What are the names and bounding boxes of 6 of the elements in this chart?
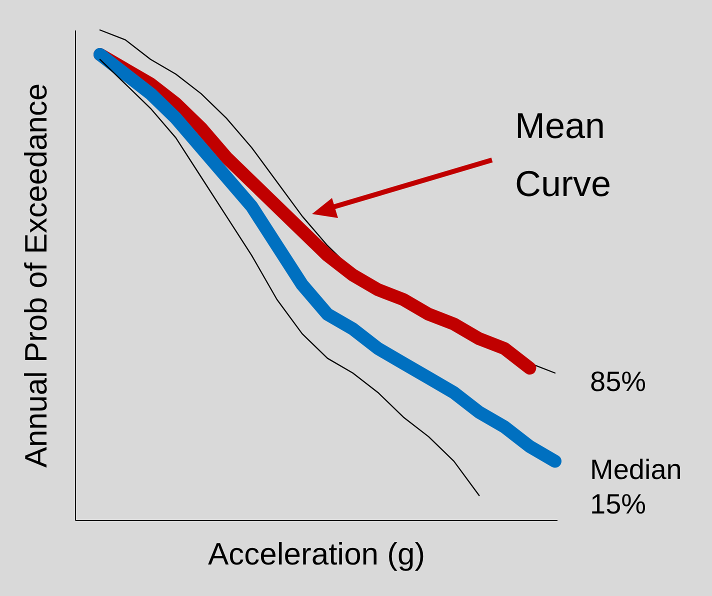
annotation: Mean Curve (515, 105, 612, 204)
y-axis-title: Annual Prob of Exceedance (18, 83, 54, 468)
x-axis-title: Acceleration (g) (208, 536, 426, 572)
series-label: Median (590, 454, 682, 486)
text: 15% (590, 488, 646, 520)
series-label: 85% (590, 366, 646, 397)
